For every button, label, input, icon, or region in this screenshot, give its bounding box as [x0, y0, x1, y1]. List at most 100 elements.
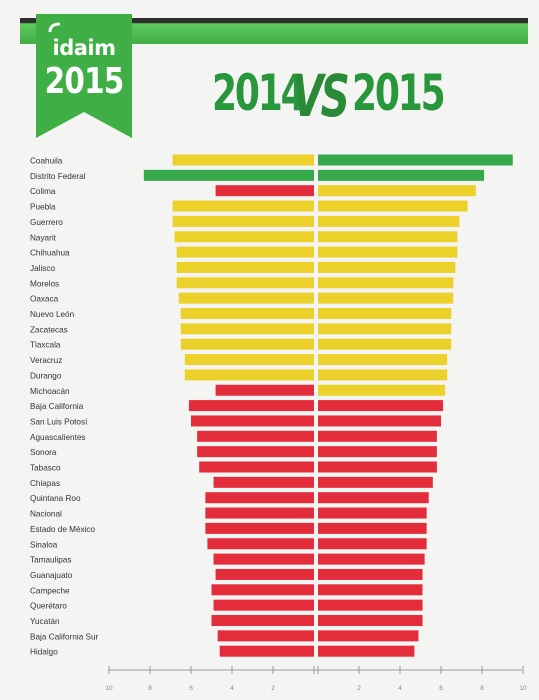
bar-2014 — [215, 384, 314, 396]
headline-year-right: 2015 — [352, 64, 446, 122]
category-label: Nacional — [30, 510, 62, 519]
bar-2014 — [211, 584, 314, 596]
bar-2015 — [318, 415, 441, 427]
headline-vs: VS — [292, 62, 350, 130]
bar-2015 — [318, 246, 458, 258]
logo-brand-text: idaim — [52, 36, 116, 60]
category-label: Baja California — [30, 402, 84, 411]
bar-2015 — [318, 308, 452, 319]
bar-2014 — [178, 292, 314, 304]
bar-2014 — [172, 154, 314, 166]
bar-2015 — [318, 277, 454, 289]
bar-2015 — [318, 338, 452, 350]
bar-2015 — [318, 215, 460, 227]
bar-2015 — [318, 584, 423, 596]
bar-2014 — [205, 507, 314, 519]
bar-2014 — [207, 538, 314, 550]
bar-2014 — [197, 446, 314, 458]
category-label: Durango — [30, 371, 62, 380]
x-tick-label: 2 — [357, 685, 361, 692]
x-tick-label: 4 — [398, 685, 402, 692]
category-label: Colima — [30, 187, 56, 196]
bar-2014 — [176, 246, 314, 258]
bar-2015 — [318, 568, 423, 580]
bar-2015 — [318, 200, 468, 212]
category-label: Chiapas — [30, 479, 60, 488]
category-label: Nuevo León — [30, 310, 75, 319]
category-label: Hidalgo — [30, 648, 58, 657]
bar-2014 — [191, 415, 314, 427]
bar-2015 — [318, 384, 446, 396]
category-label: Chihuahua — [30, 249, 70, 258]
category-label: Oaxaca — [30, 295, 59, 304]
bar-2014 — [143, 169, 314, 181]
bar-2015 — [318, 323, 452, 335]
bar-2014 — [180, 308, 314, 319]
bar-2015 — [318, 292, 454, 304]
bar-2014 — [184, 369, 314, 381]
bar-2015 — [318, 492, 429, 504]
category-label: Veracruz — [30, 356, 62, 365]
category-label: Michoacán — [30, 387, 70, 396]
bar-2014 — [174, 231, 314, 243]
bar-2015 — [318, 538, 427, 550]
x-tick-label: 6 — [439, 685, 443, 692]
category-label: Querétaro — [30, 602, 67, 611]
bar-2015 — [318, 169, 485, 181]
category-label: Sonora — [30, 448, 57, 457]
category-label: Baja California Sur — [30, 632, 99, 641]
category-label: Sinaloa — [30, 540, 58, 549]
bar-2015 — [318, 599, 423, 611]
bar-2015 — [318, 615, 423, 626]
headline-year-left: 2014 — [212, 64, 306, 122]
bar-2015 — [318, 400, 444, 412]
bar-2014 — [219, 645, 314, 657]
x-tick-label: 8 — [480, 685, 484, 692]
bar-2015 — [318, 630, 419, 642]
bar-2014 — [215, 185, 314, 197]
bar-2015 — [318, 476, 433, 488]
bar-2015 — [318, 185, 476, 197]
bar-2015 — [318, 231, 458, 243]
bar-2014 — [180, 338, 314, 350]
bar-2014 — [205, 492, 314, 504]
x-tick-label: 10 — [105, 685, 113, 692]
category-label: Yucatán — [30, 617, 60, 626]
x-tick-label: 10 — [519, 685, 527, 692]
category-label: Estado de México — [30, 525, 96, 534]
category-label: Distrito Federal — [30, 172, 86, 181]
x-tick-label: 6 — [189, 685, 193, 692]
category-label: Jalisco — [30, 264, 55, 273]
bar-2015 — [318, 461, 437, 473]
bar-2014 — [211, 615, 314, 626]
bar-2014 — [188, 400, 314, 412]
bar-2014 — [197, 430, 314, 442]
bar-2015 — [318, 154, 513, 166]
idaim-logo: idaim 2015 — [36, 14, 132, 138]
bar-2014 — [172, 200, 314, 212]
category-label: Coahuila — [30, 157, 63, 166]
bar-2014 — [184, 354, 314, 366]
bar-2015 — [318, 507, 427, 519]
bar-2014 — [176, 277, 314, 289]
bar-2015 — [318, 430, 437, 442]
bar-2014 — [199, 461, 314, 473]
bar-2015 — [318, 446, 437, 458]
category-label: Campeche — [30, 586, 70, 595]
bar-2014 — [213, 476, 314, 488]
bar-2015 — [318, 553, 425, 565]
x-tick-label: 8 — [148, 685, 152, 692]
bar-2014 — [180, 323, 314, 335]
bar-2014 — [172, 215, 314, 227]
x-tick-label: 4 — [230, 685, 234, 692]
bar-2014 — [176, 261, 314, 273]
bar-2014 — [217, 630, 314, 642]
category-label: Guanajuato — [30, 571, 73, 580]
x-tick-label: 2 — [271, 685, 275, 692]
headline: 2014 VS 2015 — [212, 62, 446, 142]
category-label: Tabasco — [30, 464, 61, 473]
bar-2014 — [213, 553, 314, 565]
category-label: San Luis Potosí — [30, 417, 88, 426]
